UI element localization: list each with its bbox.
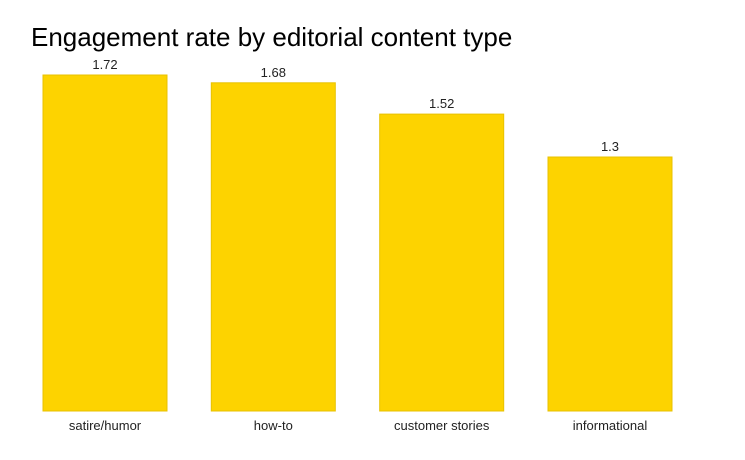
bar-informational	[547, 156, 673, 412]
bar-how-to	[210, 82, 336, 412]
bar-satire-humor	[42, 74, 168, 412]
bars-layer	[42, 74, 673, 412]
value-labels-layer: 1.72 1.68 1.52 1.3	[92, 57, 619, 154]
bar-customer-stories	[379, 113, 505, 412]
value-label: 1.3	[601, 139, 619, 154]
category-label: informational	[573, 418, 648, 433]
value-label: 1.52	[429, 96, 454, 111]
category-label: how-to	[254, 418, 293, 433]
value-label: 1.68	[261, 65, 286, 80]
value-label: 1.72	[92, 57, 117, 72]
chart-title: Engagement rate by editorial content typ…	[31, 22, 513, 52]
category-labels-layer: satire/humor how-to customer stories inform…	[69, 418, 647, 433]
category-label: customer stories	[394, 418, 490, 433]
category-label: satire/humor	[69, 418, 142, 433]
